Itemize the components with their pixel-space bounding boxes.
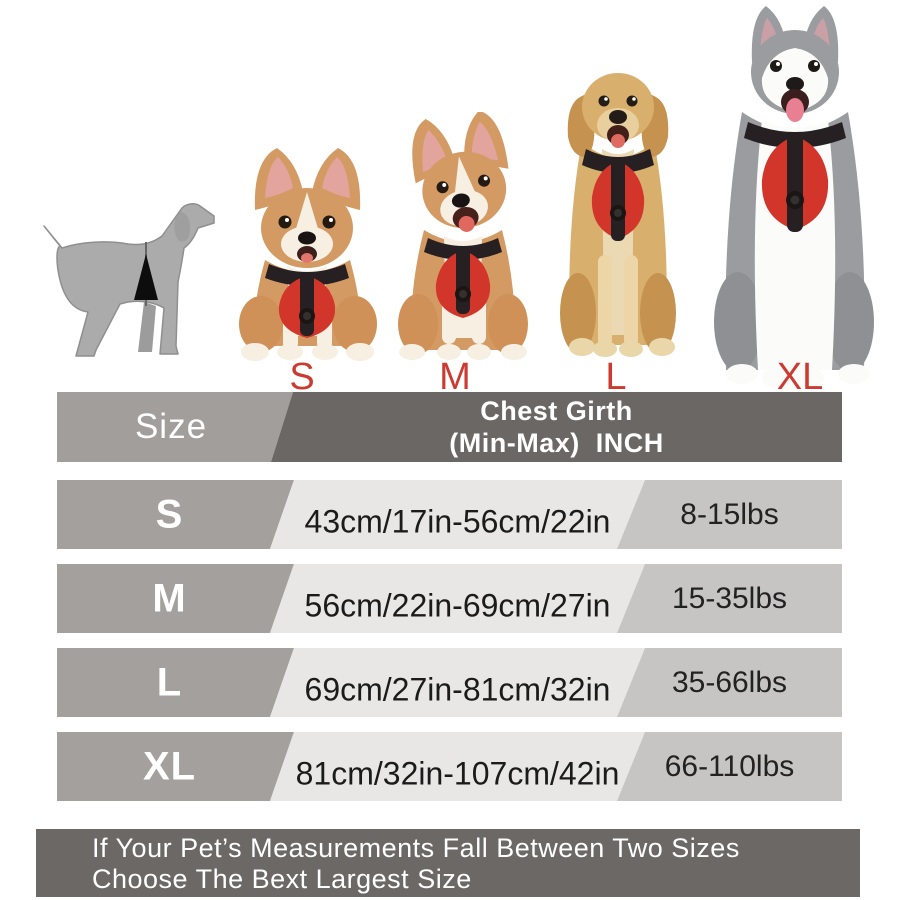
row-xl-size: XL — [142, 744, 197, 788]
header-chest-line2: (Min-Max) INCH — [449, 428, 664, 458]
size-label-s: S — [289, 356, 315, 398]
row-s-size-cell: S — [57, 480, 294, 549]
table-row-l: L 69cm/27in-81cm/32in 35-66lbs — [57, 648, 842, 717]
row-xl-chest-range: 81cm/32in-107cm/42in — [295, 755, 620, 791]
row-l-size-cell: L — [57, 648, 294, 717]
row-s-weight-range: 8-15lbs — [680, 497, 779, 531]
row-m-weight-cell: 15-35lbs — [617, 564, 842, 633]
row-m-size-cell: M — [57, 564, 294, 633]
row-s-size: S — [155, 492, 184, 536]
table-header: Size Chest Girth (Min-Max) INCH — [57, 392, 842, 462]
corgi-photo — [398, 112, 528, 360]
row-xl-weight-range: 66-110lbs — [664, 749, 795, 783]
row-xl-weight-cell: 66-110lbs — [617, 732, 842, 801]
row-m-weight-range: 15-35lbs — [671, 581, 788, 615]
corgi-puppy-photo — [239, 148, 377, 361]
row-m-size: M — [152, 576, 187, 620]
row-s-chest-cell: 43cm/17in-56cm/22in — [270, 480, 645, 549]
size-label-l: L — [605, 356, 627, 398]
row-xl-chest-cell: 81cm/32in-107cm/42in — [270, 732, 645, 801]
row-s-chest-range: 43cm/17in-56cm/22in — [304, 503, 611, 539]
header-size-cell: Size — [57, 392, 293, 462]
row-xl-size-cell: XL — [57, 732, 294, 801]
size-label-xl: XL — [776, 356, 824, 398]
header-chest-girth-cell: Chest Girth (Min-Max) INCH — [271, 392, 842, 462]
husky-photo — [714, 6, 874, 388]
note-banner: If Your Pet’s Measurements Fall Between … — [36, 829, 860, 897]
chest-girth-arrow — [134, 254, 158, 300]
golden-retriever-photo — [560, 73, 676, 357]
row-l-chest-cell: 69cm/27in-81cm/32in — [270, 648, 645, 717]
size-label-m: M — [439, 356, 471, 398]
row-s-weight-cell: 8-15lbs — [617, 480, 842, 549]
row-l-chest-range: 69cm/27in-81cm/32in — [304, 671, 611, 707]
row-l-size: L — [156, 660, 183, 704]
note-line2: Choose The Bext Largest Size — [92, 864, 472, 894]
note-line1: If Your Pet’s Measurements Fall Between … — [92, 833, 740, 863]
table-row-xl: XL 81cm/32in-107cm/42in 66-110lbs — [57, 732, 842, 801]
table-row-m: M 56cm/22in-69cm/27in 15-35lbs — [57, 564, 842, 633]
row-l-weight-cell: 35-66lbs — [617, 648, 842, 717]
row-m-chest-cell: 56cm/22in-69cm/27in — [270, 564, 645, 633]
header-size-label: Size — [134, 407, 208, 446]
row-l-weight-range: 35-66lbs — [671, 665, 788, 699]
dog-silhouette-measure-diagram — [43, 203, 215, 357]
row-m-chest-range: 56cm/22in-69cm/27in — [304, 587, 611, 623]
table-row-s: S 43cm/17in-56cm/22in 8-15lbs — [57, 480, 842, 549]
header-chest-line1: Chest Girth — [480, 396, 633, 426]
